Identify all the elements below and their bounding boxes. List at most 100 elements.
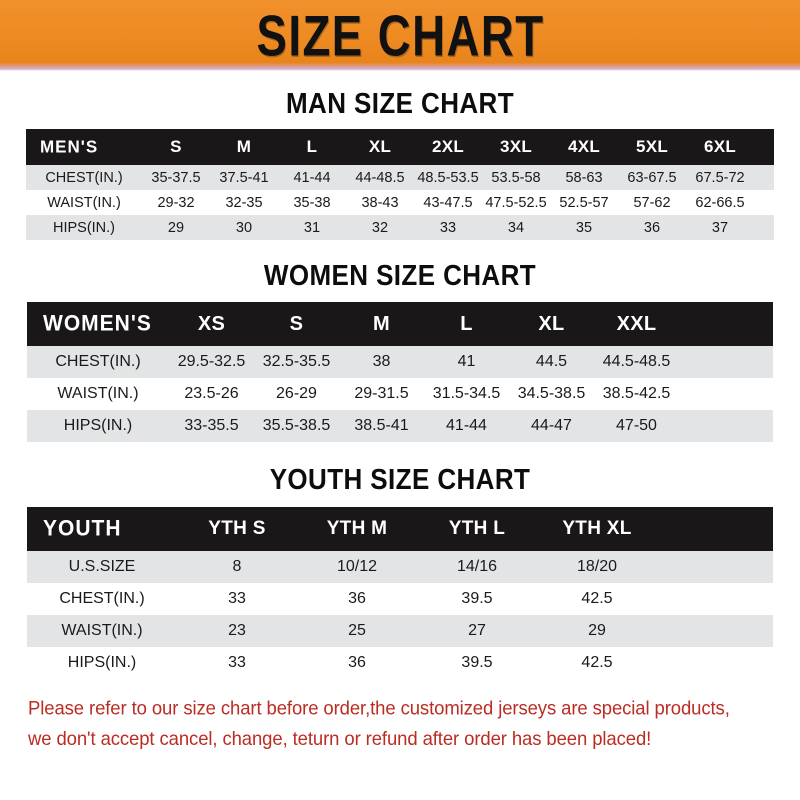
table-cell: 29: [588, 622, 606, 639]
table-cell: 36: [643, 219, 661, 236]
youth-row-label-ussize: U.S.SIZE: [68, 558, 136, 575]
table-cell: 52.5-57: [559, 194, 609, 211]
youth-table-head: YOUTH YTH S YTH M YTH L YTH XL: [27, 507, 773, 551]
table-cell: 38.5-41: [354, 417, 409, 434]
man-section-heading: MAN SIZE CHART: [285, 86, 515, 120]
table-header-row: YOUTH YTH S YTH M YTH L YTH XL: [27, 507, 773, 551]
table-row: CHEST(IN.) 33 36 39.5 42.5: [27, 583, 773, 615]
row-filler: [657, 551, 773, 583]
table-cell: 35-37.5: [151, 169, 201, 186]
man-header-filler: [754, 129, 774, 165]
table-cell: 44-48.5: [355, 169, 405, 186]
man-col-2xl: 2XL: [431, 137, 465, 156]
youth-section-heading: YOUTH SIZE CHART: [269, 462, 531, 496]
youth-header-filler: [657, 507, 773, 551]
table-row: WAIST(IN.) 29-32 32-35 35-38 38-43 43-47…: [26, 190, 774, 215]
table-cell: 41-44: [446, 417, 487, 434]
table-cell: 39.5: [461, 654, 493, 671]
table-cell: 35-38: [293, 194, 331, 211]
table-cell: 33: [228, 590, 246, 607]
table-cell: 34.5-38.5: [517, 385, 586, 402]
table-cell: 32.5-35.5: [262, 353, 331, 370]
table-cell: 18/20: [576, 558, 618, 575]
table-cell: 29.5-32.5: [177, 353, 246, 370]
man-row-label-waist: WAIST(IN.): [47, 194, 121, 211]
table-row: CHEST(IN.) 29.5-32.5 32.5-35.5 38 41 44.…: [27, 346, 773, 378]
table-cell: 42.5: [581, 590, 613, 607]
table-cell: 41-44: [293, 169, 331, 186]
table-cell: 32-35: [225, 194, 263, 211]
table-cell: 38-43: [361, 194, 399, 211]
row-filler: [679, 346, 773, 378]
youth-col-l: YTH L: [448, 518, 506, 539]
table-cell: 27: [468, 622, 486, 639]
man-col-5xl: 5XL: [635, 137, 669, 156]
women-row-label-hips: HIPS(IN.): [63, 417, 133, 434]
youth-table-body: U.S.SIZE 8 10/12 14/16 18/20 CHEST(IN.) …: [27, 551, 773, 679]
table-cell: 23: [228, 622, 246, 639]
man-col-6xl: 6XL: [703, 137, 737, 156]
table-cell: 29-31.5: [354, 385, 409, 402]
table-cell: 33-35.5: [184, 417, 239, 434]
table-cell: 47.5-52.5: [485, 194, 547, 211]
women-col-xl: XL: [538, 312, 565, 335]
table-cell: 23.5-26: [184, 385, 239, 402]
row-filler: [754, 165, 774, 190]
man-col-4xl: 4XL: [567, 137, 601, 156]
table-header-row: MEN'S S M L XL 2XL 3XL 4XL 5XL 6XL: [26, 129, 774, 165]
women-header-filler: [679, 302, 773, 346]
women-col-xxl: XXL: [616, 312, 657, 335]
youth-corner-label: YOUTH: [43, 516, 122, 541]
table-cell: 38.5-42.5: [602, 385, 671, 402]
table-cell: 67.5-72: [695, 169, 745, 186]
table-cell: 36: [348, 590, 366, 607]
women-table-head: WOMEN'S XS S M L XL XXL: [27, 302, 773, 346]
table-header-row: WOMEN'S XS S M L XL XXL: [27, 302, 773, 346]
table-cell: 44-47: [531, 417, 572, 434]
table-row: CHEST(IN.) 35-37.5 37.5-41 41-44 44-48.5…: [26, 165, 774, 190]
table-cell: 33: [228, 654, 246, 671]
man-table-head: MEN'S S M L XL 2XL 3XL 4XL 5XL 6XL: [26, 129, 774, 165]
table-cell: 29: [167, 219, 185, 236]
women-col-s: S: [289, 312, 304, 335]
table-row: WAIST(IN.) 23 25 27 29: [27, 615, 773, 647]
women-table-body: CHEST(IN.) 29.5-32.5 32.5-35.5 38 41 44.…: [27, 346, 773, 442]
row-filler: [657, 615, 773, 647]
table-cell: 25: [348, 622, 366, 639]
table-row: HIPS(IN.) 33-35.5 35.5-38.5 38.5-41 41-4…: [27, 410, 773, 442]
man-row-label-hips: HIPS(IN.): [52, 219, 116, 236]
row-filler: [657, 647, 773, 679]
table-cell: 14/16: [456, 558, 498, 575]
man-col-3xl: 3XL: [499, 137, 533, 156]
table-row: U.S.SIZE 8 10/12 14/16 18/20: [27, 551, 773, 583]
women-row-label-chest: CHEST(IN.): [55, 353, 141, 370]
table-row: HIPS(IN.) 33 36 39.5 42.5: [27, 647, 773, 679]
table-cell: 39.5: [461, 590, 493, 607]
footer-line-2: we don't accept cancel, change, teturn o…: [28, 726, 652, 749]
table-cell: 34: [507, 219, 525, 236]
man-size-table: MEN'S S M L XL 2XL 3XL 4XL 5XL 6XL CHEST…: [26, 129, 774, 240]
footer-disclaimer: Please refer to our size chart before or…: [0, 694, 800, 754]
table-cell: 41: [457, 353, 476, 370]
women-col-l: L: [460, 312, 473, 335]
table-cell: 31: [303, 219, 321, 236]
table-cell: 62-66.5: [695, 194, 745, 211]
page-title: SIZE CHART: [255, 3, 545, 68]
table-cell: 43-47.5: [423, 194, 473, 211]
table-cell: 8: [232, 558, 242, 575]
row-filler: [754, 190, 774, 215]
table-cell: 35: [575, 219, 593, 236]
table-cell: 36: [348, 654, 366, 671]
man-table-body: CHEST(IN.) 35-37.5 37.5-41 41-44 44-48.5…: [26, 165, 774, 240]
table-cell: 33: [439, 219, 457, 236]
youth-size-table: YOUTH YTH S YTH M YTH L YTH XL U.S.SIZE …: [27, 507, 773, 679]
youth-col-s: YTH S: [208, 518, 266, 539]
table-cell: 37.5-41: [219, 169, 269, 186]
row-filler: [679, 378, 773, 410]
man-col-l: L: [306, 137, 318, 156]
man-corner-label: MEN'S: [40, 136, 99, 157]
table-cell: 32: [371, 219, 389, 236]
table-cell: 63-67.5: [627, 169, 677, 186]
women-section-heading: WOMEN SIZE CHART: [263, 258, 537, 292]
